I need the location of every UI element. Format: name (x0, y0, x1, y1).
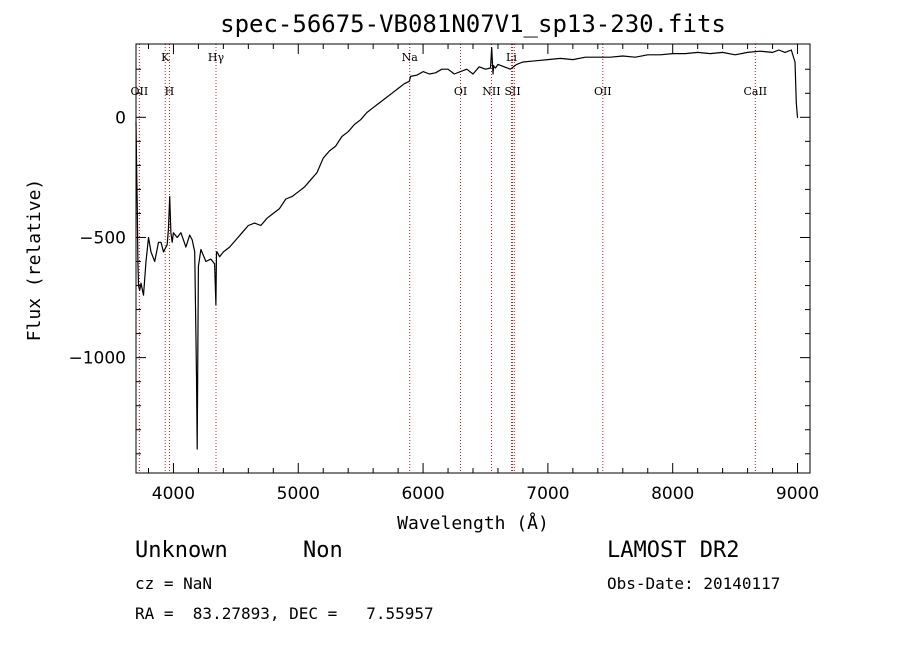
redshift-text: cz = NaN (135, 574, 213, 593)
line-marker-label: Na (402, 51, 419, 64)
x-tick-label: 9000 (776, 484, 819, 504)
line-marker-label: SII (504, 85, 520, 98)
line-marker-label: OII (131, 85, 149, 98)
chart-title: spec-56675-VB081N07V1_sp13-230.fits (220, 10, 726, 38)
x-tick-label: 6000 (401, 484, 444, 504)
line-marker-label: NII (482, 85, 500, 98)
line-marker-label: OII (594, 85, 612, 98)
y-tick-label: −1000 (68, 349, 126, 369)
coordinates-text: RA = 83.27893, DEC = 7.55957 (135, 604, 434, 623)
line-marker-label: H (165, 85, 175, 98)
object-subclass: Non (303, 538, 343, 563)
axis-ticks: 4000 5000 6000 7000 8000 9000 0 −500 −1000 (68, 44, 819, 504)
plot-frame (135, 43, 811, 474)
y-tick-label: 0 (115, 108, 126, 128)
line-marker-label: K (161, 51, 170, 64)
x-tick-label: 8000 (651, 484, 694, 504)
emission-line-markers: OII K H Hγ Na OI NII Li SII OII CaII (131, 44, 767, 473)
x-tick-label: 4000 (152, 484, 195, 504)
survey-name: LAMOST DR2 (607, 538, 740, 563)
y-axis-label: Flux (relative) (24, 179, 45, 342)
y-tick-label: −500 (79, 228, 126, 248)
line-marker-label: CaII (743, 85, 767, 98)
x-tick-label: 5000 (277, 484, 320, 504)
x-axis-label: Wavelength (Å) (397, 512, 549, 534)
obs-date: Obs-Date: 20140117 (607, 574, 781, 593)
spectrum-series (135, 46, 799, 450)
object-class: Unknown (135, 538, 228, 563)
line-marker-label: OI (454, 85, 467, 98)
line-marker-label: Hγ (208, 51, 225, 64)
x-tick-label: 7000 (526, 484, 569, 504)
spectrum-line (135, 46, 799, 450)
line-marker-label: Li (506, 51, 517, 64)
